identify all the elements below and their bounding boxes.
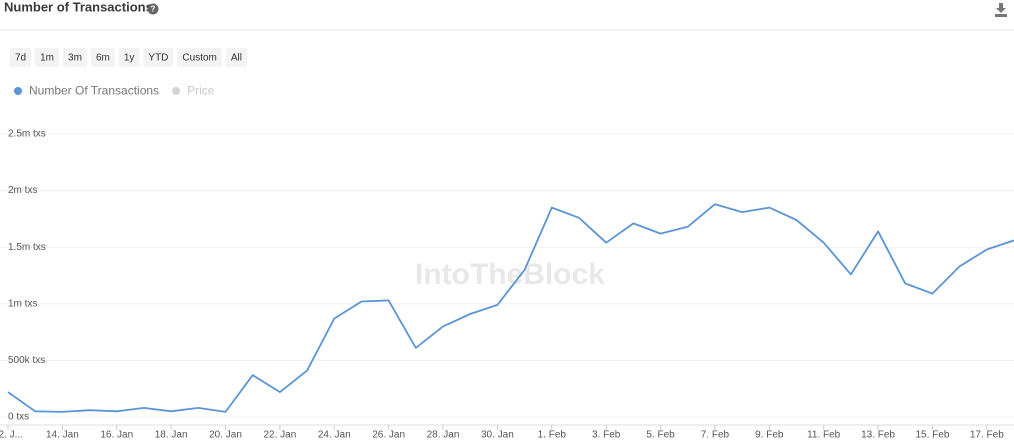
range-button[interactable]: 6m <box>90 48 115 67</box>
x-tick-label: 24. Jan <box>318 430 351 441</box>
x-tick-label: 28. Jan <box>427 430 460 441</box>
legend-marker[interactable] <box>172 87 181 95</box>
y-tick-label: 2.5m txs <box>8 129 46 140</box>
range-button-label[interactable]: 1m <box>40 53 54 64</box>
range-button-bg[interactable] <box>63 48 87 67</box>
range-button-bg[interactable] <box>143 48 174 67</box>
range-button-label[interactable]: All <box>231 53 242 64</box>
x-tick-label: 14. Jan <box>46 430 79 441</box>
range-button-bg[interactable] <box>225 48 247 67</box>
range-button-label[interactable]: 7d <box>15 53 26 64</box>
x-tick-label: 20. Jan <box>209 430 242 441</box>
range-buttons: 7d 1m 3m 6m 1y YTD Custom All <box>10 48 247 67</box>
watermark: IntoTheBlock <box>415 258 605 291</box>
y-tick-label: 1m txs <box>8 298 37 309</box>
download-icon[interactable] <box>995 3 1007 17</box>
y-tick-label: 1.5m txs <box>8 242 46 253</box>
range-button[interactable]: 7d <box>10 48 32 67</box>
x-tick-label: 1. Feb <box>538 430 567 441</box>
x-tick-label: 9. Feb <box>755 430 784 441</box>
legend-label[interactable]: Number Of Transactions <box>29 84 159 98</box>
legend: Number Of Transactions Price <box>14 84 215 98</box>
data-line <box>7 203 1014 413</box>
range-button-bg[interactable] <box>177 48 222 67</box>
range-button-bg[interactable] <box>118 48 140 67</box>
range-button-label[interactable]: Custom <box>182 53 216 64</box>
range-button[interactable]: 3m <box>63 48 87 67</box>
range-button-label[interactable]: YTD <box>148 53 168 64</box>
x-tick-label: 17. Feb <box>970 430 1004 441</box>
range-button-label[interactable]: 1y <box>124 53 135 64</box>
help-icon[interactable]: ? <box>147 3 159 15</box>
chart-title: Number of Transactions <box>4 0 153 14</box>
legend-label[interactable]: Price <box>187 84 215 98</box>
x-tick-label: 22. Jan <box>263 430 296 441</box>
range-button[interactable]: 1m <box>35 48 60 67</box>
range-button[interactable]: All <box>225 48 247 67</box>
x-tick-label: 11. Feb <box>807 430 841 441</box>
range-button-bg[interactable] <box>35 48 60 67</box>
range-button-bg[interactable] <box>90 48 115 67</box>
x-tick-label: 30. Jan <box>481 430 514 441</box>
y-tick-label: 2m txs <box>8 185 37 196</box>
x-tick-label: 5. Feb <box>646 430 675 441</box>
x-tick-label: 16. Jan <box>100 430 133 441</box>
range-button[interactable]: YTD <box>143 48 174 67</box>
x-tick-label: 13. Feb <box>861 430 895 441</box>
range-button-bg[interactable] <box>10 48 32 67</box>
range-button-label[interactable]: 6m <box>96 53 110 64</box>
legend-marker[interactable] <box>14 87 22 95</box>
svg-text:?: ? <box>151 5 156 14</box>
y-tick-label: 500k txs <box>8 355 45 366</box>
y-tick-label: 0 txs <box>8 412 29 423</box>
x-tick-label: 7. Feb <box>701 430 730 441</box>
x-tick-label: 26. Jan <box>372 430 405 441</box>
range-button[interactable]: 1y <box>118 48 140 67</box>
x-tick-label: 18. Jan <box>155 430 188 441</box>
x-tick-label: 12. J... <box>0 430 23 441</box>
range-button-label[interactable]: 3m <box>68 53 82 64</box>
x-tick-label: 3. Feb <box>592 430 621 441</box>
range-button[interactable]: Custom <box>177 48 222 67</box>
x-tick-label: 15. Feb <box>915 430 949 441</box>
